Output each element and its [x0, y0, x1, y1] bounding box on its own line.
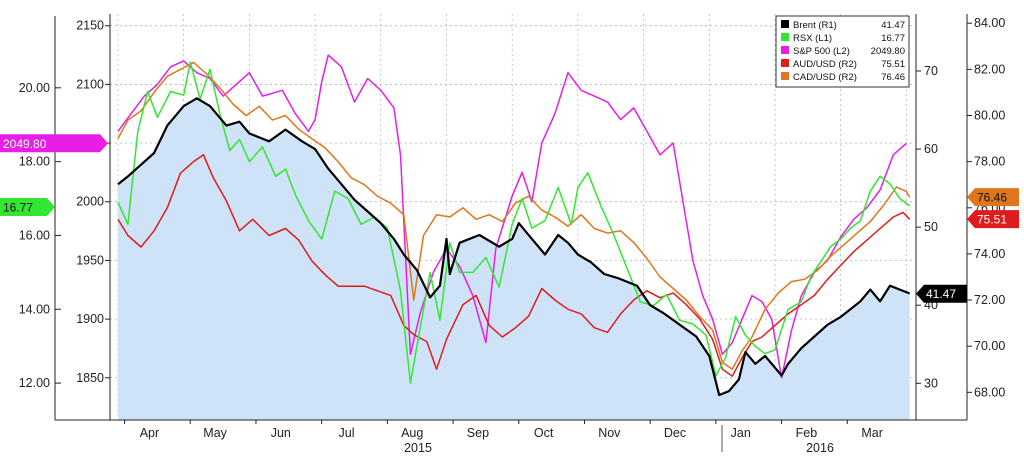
- x-axis: Apr May Jun Jul Aug Sep Oct Nov Dec Jan Feb Mar 2015…: [124, 420, 883, 455]
- legend-value: 76.46: [881, 72, 905, 83]
- month-label: Apr: [140, 426, 159, 440]
- l2-tick-label: 1950: [76, 253, 104, 267]
- r1-tick-label: 60: [924, 142, 938, 156]
- brent-last-tag: 41.47: [926, 287, 956, 301]
- legend-value: 2049.80: [871, 46, 905, 57]
- l2-tick-label: 2150: [76, 19, 104, 33]
- rsx-l1-line: [117, 61, 911, 384]
- year-label: 2015: [404, 441, 432, 455]
- legend-swatch: [781, 20, 789, 28]
- month-label: Nov: [598, 426, 621, 440]
- r1-tick-label: 30: [924, 376, 938, 390]
- chart-legend: Brent (R1) 41.47 RSX (L1) 16.77 S&P 500 (L2)…: [775, 15, 910, 88]
- month-label: Jul: [339, 426, 355, 440]
- brent-area-fill: [118, 98, 910, 421]
- sp500-last-tag: 2049.80: [3, 137, 47, 151]
- l1-tick-label: 20.00: [19, 81, 50, 95]
- l2-tick-label: 2100: [76, 77, 104, 91]
- s-p-500-l2-line: [117, 54, 907, 379]
- month-label: Aug: [401, 426, 423, 440]
- aud-last-tag-box: [967, 210, 1019, 229]
- r2-tick-label: 70.00: [974, 339, 1005, 353]
- legend-label: CAD/USD (R2): [793, 72, 857, 83]
- r1-tick-label: 70: [924, 64, 938, 78]
- l1-tick-label: 18.00: [19, 155, 50, 169]
- month-label: Sep: [467, 426, 489, 440]
- aud-last-tag: 75.51: [977, 213, 1007, 227]
- cad-last-tag-box: [967, 188, 1019, 207]
- month-label: May: [203, 426, 227, 440]
- r2-tick-label: 72.00: [974, 293, 1005, 307]
- month-label: Mar: [861, 426, 883, 440]
- legend-label: AUD/USD (R2): [793, 59, 857, 70]
- r2-tick-label: 68.00: [974, 385, 1005, 399]
- year-label: 2016: [806, 441, 834, 455]
- legend-swatch: [781, 46, 789, 54]
- l2-tick-label: 2000: [76, 195, 104, 209]
- series-lines: [117, 54, 911, 397]
- rsx-last-tag: 16.77: [3, 201, 33, 215]
- brent-area: [118, 98, 910, 421]
- sp500-last-tag-box: [0, 134, 108, 153]
- r2-tick-label: 82.00: [974, 62, 1005, 76]
- l1-tick-label: 14.00: [19, 302, 50, 316]
- legend-value: 41.47: [881, 20, 905, 31]
- legend-value: 75.51: [881, 59, 905, 70]
- month-label: Jun: [271, 426, 291, 440]
- aud-usd-r2-line: [117, 153, 911, 377]
- month-label: Dec: [664, 426, 686, 440]
- r2-tick-label: 80.00: [974, 109, 1005, 123]
- r1-tick-label: 50: [924, 220, 938, 234]
- month-label: Feb: [796, 426, 818, 440]
- legend-label: S&P 500 (L2): [793, 46, 850, 57]
- brent-r1-line: [117, 97, 911, 397]
- legend-value: 16.77: [881, 33, 905, 44]
- legend-label: RSX (L1): [793, 33, 832, 44]
- cad-last-tag: 76.46: [977, 191, 1007, 205]
- legend-box: [775, 15, 910, 88]
- month-label: Oct: [534, 426, 554, 440]
- r2-tick-label: 84.00: [974, 16, 1005, 30]
- legend-swatch: [781, 72, 789, 80]
- month-label: Jan: [731, 426, 751, 440]
- r2-tick-label: 74.00: [974, 247, 1005, 261]
- r2-tick-label: 78.00: [974, 155, 1005, 169]
- legend-swatch: [781, 33, 789, 41]
- l1-tick-label: 12.00: [19, 376, 50, 390]
- l2-tick-label: 1900: [76, 312, 104, 326]
- last-value-tags: 2049.80 16.77 41.47 76.46 75.51: [0, 134, 1019, 303]
- brent-last-tag-box: [916, 284, 967, 303]
- l1-tick-label: 16.00: [19, 228, 50, 242]
- l2-tick-label: 1850: [76, 371, 104, 385]
- legend-swatch: [781, 59, 789, 67]
- legend-label: Brent (R1): [793, 20, 837, 31]
- rsx-last-tag-box: [0, 198, 55, 217]
